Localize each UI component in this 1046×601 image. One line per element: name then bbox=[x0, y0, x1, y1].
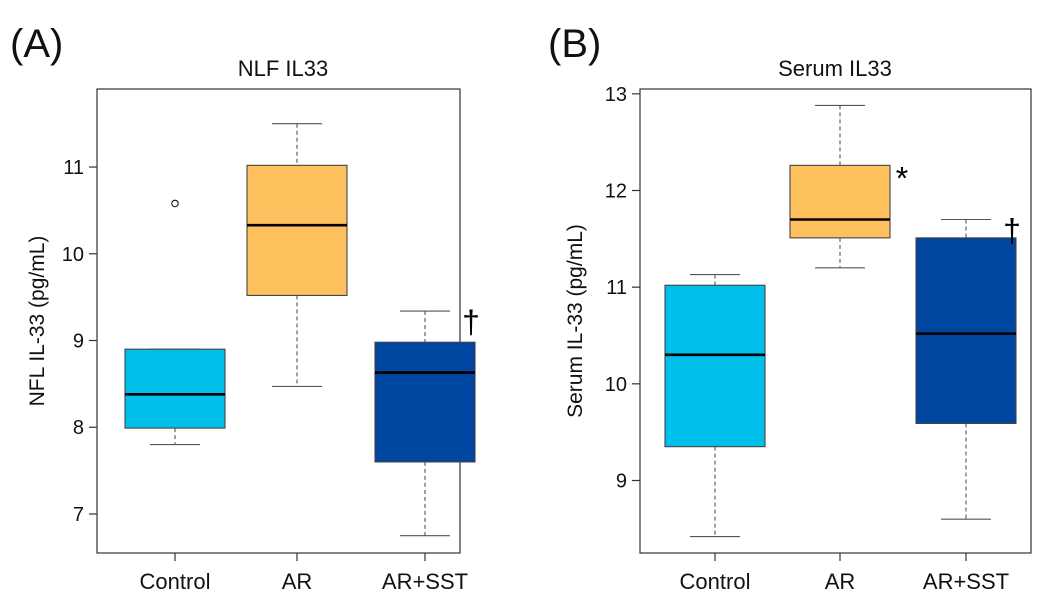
significance-dagger: † bbox=[462, 304, 480, 340]
iqr-box bbox=[374, 341, 476, 463]
iqr-box bbox=[789, 164, 891, 239]
x-tick-label: AR+SST bbox=[382, 569, 468, 594]
iqr-box bbox=[915, 237, 1017, 425]
x-tick-label: Control bbox=[680, 569, 751, 594]
y-tick-label: 7 bbox=[73, 504, 84, 526]
y-tick-label: 13 bbox=[605, 84, 627, 106]
plot-frame bbox=[639, 88, 1032, 554]
significance-dagger: † bbox=[1003, 213, 1021, 249]
y-tick-label: 10 bbox=[62, 244, 84, 266]
y-tick-label: 12 bbox=[605, 181, 627, 203]
x-tick-label: AR bbox=[282, 569, 313, 594]
box-ar-sst: † bbox=[374, 304, 480, 537]
y-tick-label: 10 bbox=[605, 374, 627, 396]
y-axis-label: NFL IL-33 (pg/mL) bbox=[26, 236, 49, 407]
plot-frame bbox=[96, 88, 461, 554]
x-tick-label: AR+SST bbox=[923, 569, 1009, 594]
outlier-point bbox=[171, 199, 179, 208]
x-tick-label: AR bbox=[825, 569, 856, 594]
y-tick-label: 8 bbox=[73, 417, 84, 439]
x-tick-label: Control bbox=[140, 569, 211, 594]
y-tick-label: 11 bbox=[63, 157, 84, 179]
chart-panel-a: (A) NLF IL33 NFL IL-33 (pg/mL) 7 8 9 10 11 Contr… bbox=[10, 22, 480, 594]
iqr-box bbox=[246, 164, 348, 296]
panel-label: (B) bbox=[548, 22, 601, 66]
significance-asterisk: * bbox=[896, 160, 908, 196]
y-tick-label: 9 bbox=[73, 331, 84, 353]
iqr-box bbox=[664, 284, 766, 448]
chart-panel-b: (B) Serum IL33 Serum IL-33 (pg/mL) 9 10 11 12 1… bbox=[548, 22, 1032, 594]
box-ar-sst: † bbox=[915, 213, 1021, 520]
y-axis-label: Serum IL-33 (pg/mL) bbox=[564, 224, 587, 418]
chart-title: Serum IL33 bbox=[778, 56, 892, 81]
y-tick-label: 9 bbox=[616, 471, 627, 493]
panel-label: (A) bbox=[10, 22, 63, 66]
y-tick-label: 11 bbox=[606, 277, 627, 299]
iqr-box bbox=[124, 348, 226, 429]
chart-title: NLF IL33 bbox=[238, 56, 329, 81]
box-control bbox=[124, 199, 226, 446]
box-ar: * bbox=[789, 104, 908, 269]
box-control bbox=[664, 274, 766, 538]
box-ar bbox=[246, 123, 348, 388]
